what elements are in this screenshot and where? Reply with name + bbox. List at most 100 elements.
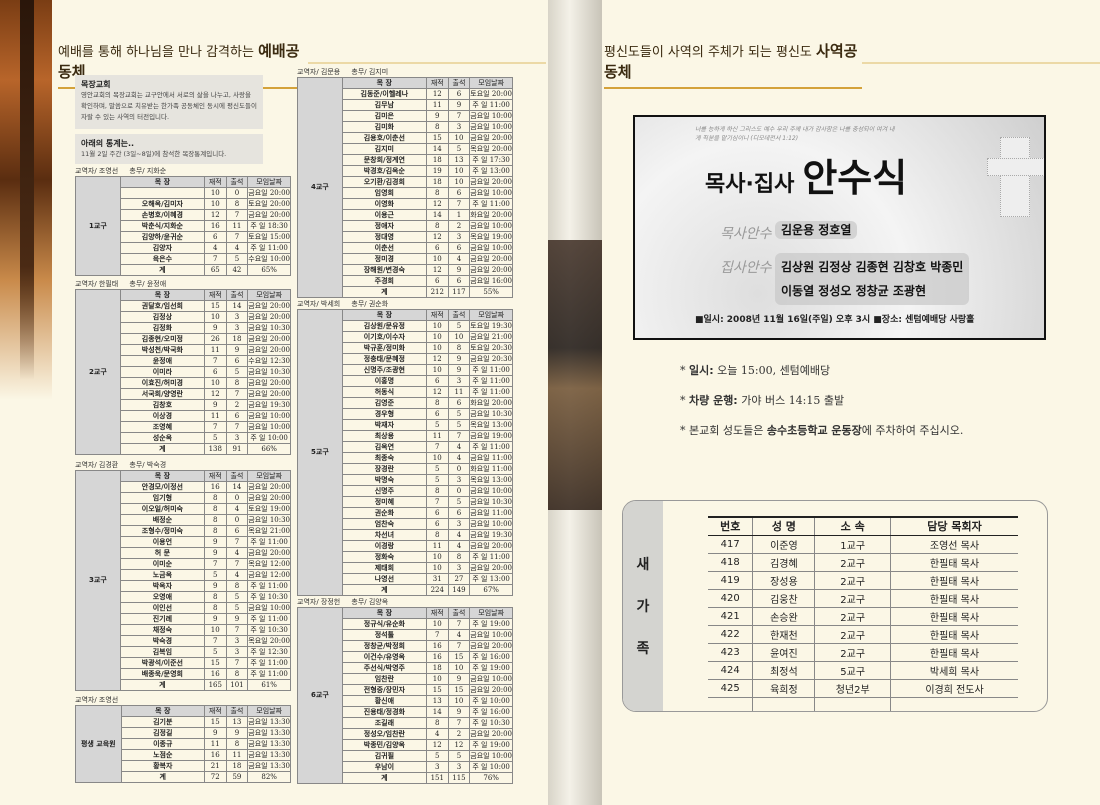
table-cell: 419 — [708, 571, 753, 590]
table-cell: 이오일/허미숙 — [119, 503, 205, 515]
table-cell: 9 — [225, 344, 249, 356]
total-row: 계 224 149 67% — [298, 584, 513, 596]
table-cell: 장성용 — [752, 571, 815, 590]
table-cell: 18 — [425, 154, 449, 166]
table-row: 정화숙 10 8 주 일 11:00 — [298, 551, 513, 563]
secretary: 총무/ 김양옥 — [351, 598, 389, 606]
table-cell: 16 — [425, 651, 449, 663]
table-cell: 12 — [425, 386, 449, 398]
table-cell: 10 — [425, 342, 449, 354]
table-row: 이춘선 6 6 금요일 10:00 — [298, 242, 513, 254]
table-cell: 6 — [447, 397, 471, 409]
column-header: 성 명 — [752, 516, 815, 536]
note-bus: * 차량 운행: 가야 버스 14:15 출발 — [680, 394, 845, 407]
table-cell: 금요일 20:00 — [247, 300, 291, 312]
column-header: 재적 — [203, 470, 227, 482]
table-cell: 6 — [203, 366, 227, 378]
table-cell: 15 — [425, 132, 449, 144]
table-row: 425 육희정 청년2부 이경희 전도사 — [708, 679, 1018, 698]
table-cell: 5 — [447, 320, 471, 332]
table-cell: 이영화 — [341, 198, 427, 210]
district-3: 교역자/ 김경환 총무/ 박숙경 3교구 목 장 재적 출석 모임날짜 안경모/이정선 16 1… — [75, 462, 291, 691]
header-rule — [862, 62, 1100, 64]
table-cell: 김종현/오미정 — [119, 333, 205, 345]
table-cell: 금요일 20:00 — [247, 344, 291, 356]
table-cell: 5 — [225, 591, 249, 603]
table-cell: 6 — [447, 275, 471, 287]
table-cell: 조영선 목사 — [890, 535, 1018, 554]
table-header-row: 4교구 목 장 재적 출석 모임날짜 — [297, 77, 513, 298]
district-1: 교역자/ 조영선 총무/ 지화순 1교구 목 장 재적 출석 모임날짜 10 0 금요일 20:… — [75, 168, 291, 276]
district-table: 4교구 목 장 재적 출석 모임날짜 김동준/이헬레나 12 6 토요일 20:00 김무남 11 9… — [297, 77, 513, 298]
district-name: 1교구 — [75, 176, 121, 276]
table-cell: 신명주 — [341, 485, 427, 497]
table-cell: 배종욱/문영희 — [119, 668, 205, 680]
table-cell: 16 — [203, 481, 227, 493]
table-cell: 임영희 — [341, 187, 427, 199]
table-cell: 7 — [225, 209, 249, 221]
table-cell: 정미경 — [341, 253, 427, 265]
table-cell: 장해원/변경숙 — [341, 264, 427, 276]
district-5: 교역자/ 김문용 총무/ 김지미 4교구 목 장 재적 출석 모임날짜 김동준/이헬레나 12… — [297, 69, 513, 298]
table-cell: 제태희 — [341, 562, 427, 574]
table-cell: 토요일 15:00 — [247, 231, 291, 243]
column-header: 목 장 — [119, 470, 205, 482]
table-row: 경우형 6 5 금요일 10:30 — [298, 408, 513, 420]
table-cell: 55% — [469, 286, 513, 298]
table-cell: 7 — [225, 624, 249, 636]
table-row: 김상원/문유정 10 5 토요일 19:30 — [298, 320, 513, 332]
table-cell: 5 — [203, 432, 227, 444]
table-cell: 이경랑 — [341, 540, 427, 552]
table-cell: 3 — [225, 311, 249, 323]
table-cell: 11 — [425, 540, 449, 552]
table-cell: 김기분 — [120, 716, 205, 728]
table-cell: 전형중/장민자 — [341, 684, 427, 696]
table-cell: 이미순 — [119, 558, 205, 570]
table-row: 제태희 10 3 금요일 20:00 — [298, 562, 513, 574]
table-cell: 15 — [447, 651, 471, 663]
table-cell: 138 — [203, 443, 227, 455]
table-cell: 72 — [203, 771, 227, 783]
column-header: 모임날짜 — [247, 289, 291, 301]
table-cell: 8 — [203, 503, 227, 515]
district-staff: 교역자/ 조영선 총무/ 지화순 — [75, 168, 291, 175]
table-cell: 6 — [447, 88, 471, 100]
table-cell: 주 일 11:00 — [247, 668, 291, 680]
table-row: 김동준/이헬레나 12 6 토요일 20:00 — [298, 88, 513, 100]
table-cell: 김옥연 — [341, 441, 427, 453]
table-cell: 금요일 19:30 — [247, 399, 291, 411]
table-cell: 6 — [425, 507, 449, 519]
table-cell: 오기환/김경희 — [341, 176, 427, 188]
table-cell: 8 — [225, 377, 249, 389]
table-cell: 조영혜 — [119, 421, 205, 433]
table-cell: 5 — [203, 569, 227, 581]
table-cell: 5 — [447, 143, 471, 155]
table-cell: 육은수 — [119, 253, 205, 265]
table-cell: 8 — [225, 198, 249, 210]
table-cell: 6 — [447, 242, 471, 254]
column-header: 목 장 — [341, 309, 427, 321]
table-header-row: 2교구 목 장 재적 출석 모임날짜 — [75, 289, 291, 455]
table-cell: 김귀필 — [341, 750, 427, 762]
table-cell: 이용언 — [119, 536, 205, 548]
table-cell: 주 일 10:00 — [469, 695, 513, 707]
table-cell: 주 일 13:00 — [469, 165, 513, 177]
table-cell: 주 일 11:00 — [247, 657, 291, 669]
table-cell: 5 — [425, 750, 449, 762]
table-cell: 65 — [203, 264, 227, 276]
district-staff: 교역자/ 조영선 — [75, 697, 291, 704]
table-cell: 5 — [225, 366, 249, 378]
table-cell: 11 — [225, 749, 249, 761]
table-cell: 7 — [203, 558, 227, 570]
table-cell: 박춘식/지화순 — [119, 220, 205, 232]
table-cell: 금요일 10:00 — [469, 187, 513, 199]
table-cell: 주 일 18:30 — [247, 220, 291, 232]
total-row: 계 72 59 82% — [76, 771, 291, 783]
table-cell: 9 — [447, 353, 471, 365]
table-cell: 차선녀 — [341, 529, 427, 541]
table-cell: 금요일 20:00 — [469, 540, 513, 552]
district-table: 2교구 목 장 재적 출석 모임날짜 권달호/임선희 15 14 금요일 20:00 김정상 10 3… — [75, 289, 291, 455]
table-cell: 1교구 — [814, 535, 891, 554]
table-cell: 10 — [203, 377, 227, 389]
table-cell: 14 — [425, 209, 449, 221]
